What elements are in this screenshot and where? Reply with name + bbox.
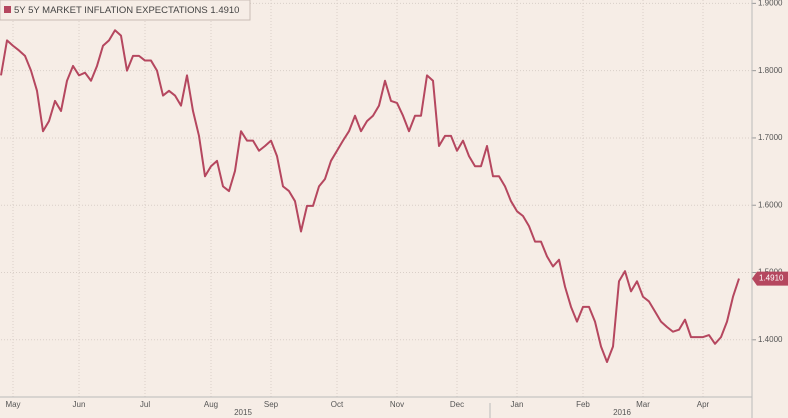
x-tick-label: Feb: [576, 400, 590, 409]
y-tick-label: 1.7000: [758, 133, 783, 142]
x-tick-label: Apr: [697, 400, 710, 409]
legend: 5Y 5Y MARKET INFLATION EXPECTATIONS 1.49…: [0, 0, 251, 21]
legend-name: 5Y 5Y MARKET INFLATION EXPECTATIONS: [14, 5, 208, 16]
year-label: 2016: [613, 408, 631, 417]
legend-value: 1.4910: [210, 5, 239, 16]
x-tick-label: Nov: [390, 400, 404, 409]
y-tick-label: 1.6000: [758, 200, 783, 209]
y-tick-label: 1.8000: [758, 66, 783, 75]
x-tick-label: Jan: [511, 400, 524, 409]
y-tick-label: 1.4000: [758, 335, 783, 344]
x-tick-label: Aug: [204, 400, 218, 409]
x-tick-label: Jun: [73, 400, 86, 409]
x-tick-label: Sep: [264, 400, 279, 409]
x-tick-label: Jul: [140, 400, 150, 409]
x-tick-label: Oct: [331, 400, 344, 409]
legend-label: 5Y 5Y MARKET INFLATION EXPECTATIONS 1.49…: [14, 5, 239, 16]
value-tag: [752, 271, 788, 286]
value-label: 1.4910: [759, 274, 784, 283]
y-tick-label: 1.9000: [758, 0, 783, 7]
legend-box: [0, 0, 251, 21]
x-tick-label: Mar: [636, 400, 650, 409]
line-series: [0, 29, 740, 364]
year-label: 2015: [234, 408, 252, 417]
x-tick-label: May: [5, 400, 20, 409]
legend-swatch: [4, 6, 11, 13]
x-tick-label: Dec: [450, 400, 464, 409]
